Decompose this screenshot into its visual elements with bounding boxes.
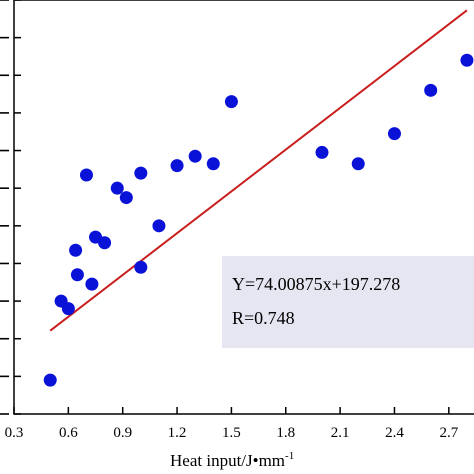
data-point	[134, 166, 148, 180]
data-point	[188, 149, 202, 163]
data-point	[387, 127, 401, 141]
data-point	[61, 302, 75, 316]
data-point	[43, 373, 57, 387]
data-point	[70, 268, 84, 282]
data-point	[315, 145, 329, 159]
data-point	[152, 219, 166, 233]
x-axis-title: Heat input/J•mm-1	[170, 450, 294, 470]
x-tick-label: 2.1	[331, 425, 350, 441]
data-point	[206, 157, 220, 171]
x-tick-label: 1.2	[168, 425, 187, 441]
x-tick-label: 0.9	[113, 425, 132, 441]
regression-equation: Y=74.00875x+197.278	[232, 274, 400, 294]
fit-annotation: Y=74.00875x+197.278 R=0.748	[222, 256, 474, 348]
annotation-box	[222, 256, 474, 348]
data-point	[69, 243, 83, 257]
x-tick-label: 2.7	[439, 425, 458, 441]
data-point	[170, 159, 184, 173]
y-axis-ticks	[0, 0, 21, 415]
data-point	[79, 168, 93, 182]
data-point	[98, 236, 112, 250]
data-point	[134, 260, 148, 274]
x-tick-label: 0.6	[59, 425, 78, 441]
x-tick-label: 1.8	[276, 425, 295, 441]
regression-line	[49, 9, 468, 332]
correlation-coefficient: R=0.748	[232, 308, 295, 328]
data-point	[119, 191, 133, 205]
data-point	[110, 181, 124, 195]
x-axis-tick-labels: 0.3 0.6 0.9 1.2 1.5 1.8 2.1 2.4 2.7	[5, 425, 459, 441]
x-axis-ticks	[13, 407, 450, 414]
data-point	[351, 157, 365, 171]
data-point	[224, 95, 238, 109]
data-point	[460, 53, 474, 67]
data-point	[85, 277, 99, 291]
x-tick-label: 0.3	[5, 425, 24, 441]
fit-line-layer	[49, 9, 468, 332]
x-tick-label: 2.4	[385, 425, 404, 441]
scatter-points-layer	[43, 53, 474, 387]
plot-frame	[13, 0, 474, 415]
x-axis-title-main: Heat input/J•mm	[170, 451, 285, 470]
x-axis-title-superscript: -1	[285, 450, 294, 462]
data-point	[424, 83, 438, 97]
x-tick-label: 1.5	[222, 425, 241, 441]
